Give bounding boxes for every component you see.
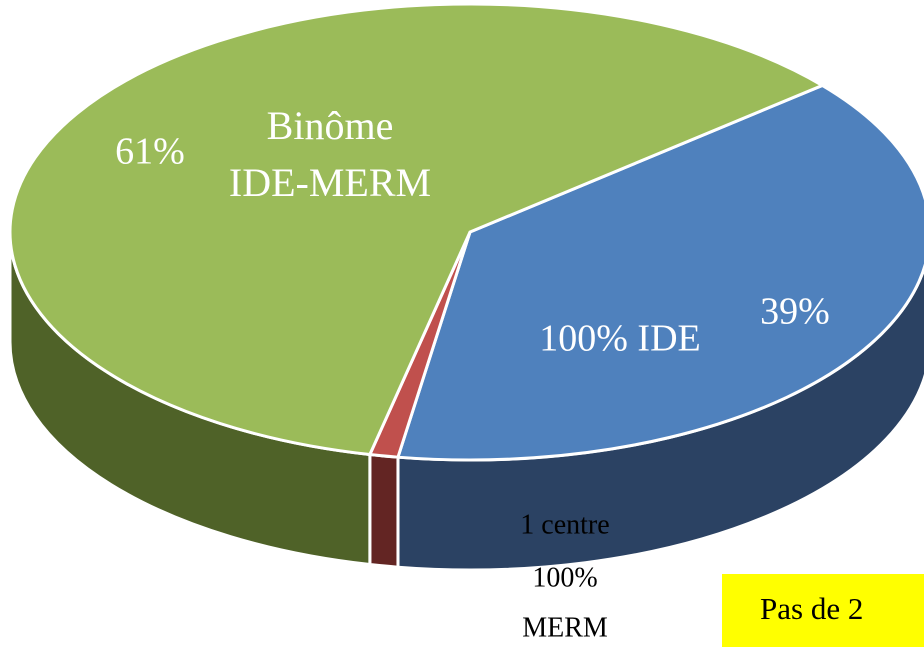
category-label: MERM xyxy=(522,612,608,643)
annotation: Pas de 2 xyxy=(760,591,863,626)
category-label: 100% xyxy=(532,562,597,593)
slice xyxy=(395,83,924,462)
pie xyxy=(8,2,924,572)
slice xyxy=(8,2,826,457)
category-label: 1 centre xyxy=(520,509,609,540)
category-label: IDE-MERM xyxy=(229,160,431,205)
value-label: 61% xyxy=(115,131,185,173)
slice-side xyxy=(368,452,400,569)
category-label: Binôme xyxy=(267,103,394,148)
annotation-box xyxy=(722,574,924,647)
category-label: 100% IDE xyxy=(539,318,700,360)
value-label: 39% xyxy=(760,291,830,333)
